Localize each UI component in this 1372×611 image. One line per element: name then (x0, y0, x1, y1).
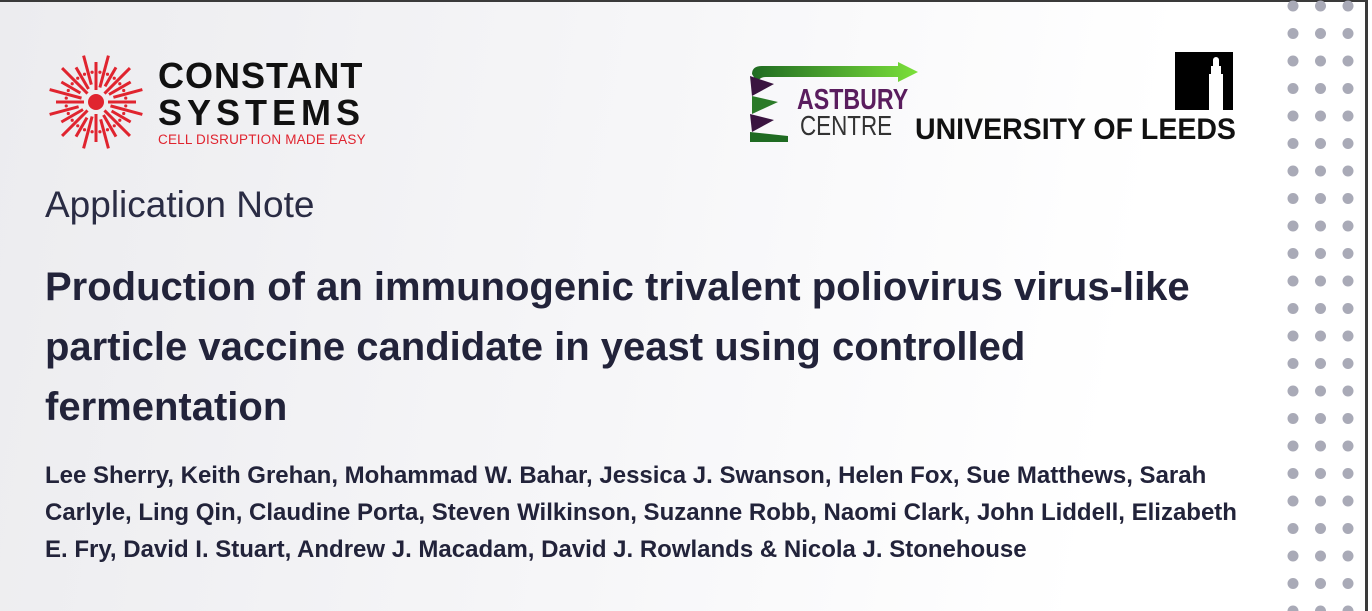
dot (1342, 248, 1354, 259)
document-label: Application Note (45, 184, 315, 225)
logo-tagline: CELL DISRUPTION MADE EASY (158, 132, 366, 147)
dot (1287, 83, 1299, 94)
dot (1342, 165, 1354, 177)
dot (1287, 358, 1299, 369)
dot (1287, 385, 1299, 397)
dot (1315, 413, 1326, 424)
dot (1342, 83, 1354, 94)
dot (1342, 28, 1354, 39)
dot (1342, 550, 1354, 562)
dot (1287, 55, 1299, 67)
dot (1315, 28, 1326, 39)
dot (1287, 468, 1299, 479)
dot (1287, 110, 1299, 122)
dot (1287, 605, 1299, 611)
dot (1315, 165, 1326, 177)
dot (1287, 138, 1299, 149)
logo-line1: CONSTANT (158, 55, 364, 96)
constant-systems-logo: CONSTANT SYSTEMS CELL DISRUPTION MADE EA… (44, 50, 366, 154)
dot (1315, 440, 1326, 452)
astbury-line1: ASTBURY (797, 84, 909, 116)
dot (1315, 330, 1326, 342)
dot (1287, 220, 1299, 232)
dot (1287, 330, 1299, 342)
leeds-tower-icon (1175, 52, 1233, 110)
dot (1315, 275, 1326, 287)
dot (1287, 440, 1299, 452)
dot (1342, 605, 1354, 611)
author-list: Lee Sherry, Keith Grehan, Mohammad W. Ba… (45, 462, 1237, 563)
dot (1315, 138, 1326, 149)
dot (1342, 578, 1354, 589)
dot (1342, 440, 1354, 452)
dot (1287, 578, 1299, 589)
dot (1315, 303, 1326, 314)
dot (1315, 83, 1326, 94)
dot (1287, 248, 1299, 259)
dot (1342, 55, 1354, 67)
dot (1315, 110, 1326, 122)
dot (1315, 468, 1326, 479)
dot (1315, 578, 1326, 589)
leeds-name: UNIVERSITY OF LEEDS (915, 113, 1236, 146)
dot (1315, 523, 1326, 534)
dot (1315, 220, 1326, 232)
dot (1342, 330, 1354, 342)
logo-line2: SYSTEMS (158, 92, 366, 133)
burst-icon (49, 55, 143, 149)
dot (1342, 385, 1354, 397)
dot (1342, 468, 1354, 479)
dot (1342, 0, 1354, 12)
dot-pattern (1287, 0, 1354, 611)
dot (1287, 495, 1299, 507)
dot (1287, 523, 1299, 534)
dot (1287, 303, 1299, 314)
dot (1287, 0, 1299, 12)
dot (1287, 193, 1299, 204)
dot (1287, 550, 1299, 562)
astbury-arrow-icon (750, 62, 918, 142)
dot (1342, 220, 1354, 232)
dot (1342, 193, 1354, 204)
astbury-line2: CENTRE (800, 110, 893, 141)
dot (1315, 495, 1326, 507)
dot (1315, 605, 1326, 611)
dot (1342, 495, 1354, 507)
dot (1315, 55, 1326, 67)
dot (1342, 303, 1354, 314)
dot (1315, 0, 1326, 12)
dot (1287, 413, 1299, 424)
dot (1342, 523, 1354, 534)
dot (1342, 275, 1354, 287)
dot (1315, 550, 1326, 562)
dot (1342, 110, 1354, 122)
dot (1315, 193, 1326, 204)
dot (1287, 28, 1299, 39)
dot (1315, 358, 1326, 369)
dot (1287, 275, 1299, 287)
dot (1315, 248, 1326, 259)
dot (1342, 358, 1354, 369)
dot (1342, 413, 1354, 424)
dot (1287, 165, 1299, 177)
dot (1315, 385, 1326, 397)
dot (1342, 138, 1354, 149)
document-title: Production of an immunogenic trivalent p… (45, 265, 1190, 429)
